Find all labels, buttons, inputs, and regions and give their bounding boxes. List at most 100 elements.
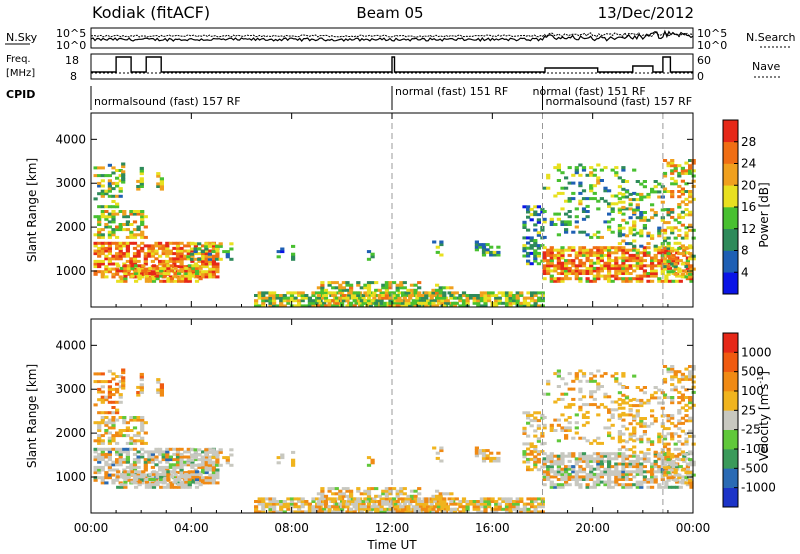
power-cell — [560, 272, 565, 275]
velocity-cell — [139, 372, 144, 376]
velocity-cell — [497, 507, 502, 511]
velocity-cell — [297, 497, 302, 501]
power-cell — [122, 254, 127, 258]
power-cell — [183, 254, 188, 258]
velocity-cell — [549, 459, 554, 463]
power-cell — [688, 190, 693, 193]
power-cell — [673, 226, 678, 230]
power-cell — [154, 249, 159, 253]
velocity-cell — [607, 426, 612, 430]
velocity-cell — [574, 431, 579, 435]
power-cell — [136, 212, 141, 216]
power-cell — [599, 266, 604, 270]
power-cell — [684, 270, 689, 274]
power-cell — [522, 296, 527, 300]
velocity-cell — [338, 497, 343, 501]
power-cell — [129, 210, 134, 213]
power-cell — [107, 230, 112, 234]
velocity-cell — [624, 472, 630, 476]
velocity-cell — [592, 439, 597, 443]
velocity-cell — [653, 459, 658, 463]
velocity-cell — [208, 481, 213, 485]
velocity-cell — [489, 451, 494, 455]
power-cell — [530, 296, 535, 300]
velocity-cell — [666, 450, 671, 454]
velocity-cell — [481, 456, 487, 460]
power-cell — [680, 223, 685, 227]
power-cell — [215, 254, 220, 258]
velocity-cell — [662, 380, 668, 384]
velocity-cell — [366, 489, 372, 493]
noise-ybottom: 10^0 — [56, 39, 86, 52]
power-cell — [624, 266, 630, 270]
power-cell — [688, 164, 693, 168]
power-cell — [581, 248, 587, 252]
velocity-cell — [529, 452, 534, 456]
velocity-cell — [204, 481, 209, 485]
power-cell — [553, 269, 558, 273]
power-cell — [581, 168, 587, 172]
velocity-cell — [293, 510, 298, 514]
velocity-cell — [639, 398, 644, 402]
power-cell — [542, 264, 547, 268]
velocity-cell — [685, 483, 690, 487]
velocity-cell — [533, 429, 538, 433]
velocity-cell — [564, 478, 569, 481]
velocity-cell — [175, 481, 181, 485]
velocity-cell — [632, 462, 637, 466]
power-cell — [282, 299, 287, 303]
velocity-cell — [356, 500, 361, 503]
power-cell — [208, 270, 213, 274]
velocity-cell — [125, 450, 130, 454]
velocity-cell — [316, 502, 321, 506]
velocity-cell — [286, 505, 291, 509]
velocity-cell — [632, 397, 637, 401]
power-cell — [356, 283, 361, 287]
power-cell — [574, 272, 579, 275]
power-cell — [147, 254, 152, 258]
power-cell — [522, 223, 527, 227]
power-cell — [515, 296, 520, 300]
velocity-cell — [215, 460, 220, 464]
velocity-cell — [123, 483, 128, 487]
power-cell — [118, 179, 123, 183]
power-cell — [610, 259, 615, 263]
velocity-cell — [603, 372, 608, 376]
velocity-cell — [429, 505, 434, 509]
velocity-cell — [479, 505, 484, 509]
power-cell — [393, 296, 398, 300]
power-cell — [599, 168, 604, 172]
velocity-cell — [268, 507, 273, 511]
power-cell — [129, 259, 134, 263]
velocity-cell — [657, 465, 662, 469]
velocity-cell — [489, 459, 494, 463]
power-cell — [666, 252, 671, 256]
velocity-cell — [140, 418, 145, 422]
power-cell — [184, 266, 189, 270]
power-cell — [624, 269, 630, 273]
velocity-cell — [125, 465, 130, 469]
power-cell — [490, 294, 495, 297]
velocity-cell — [546, 454, 551, 458]
velocity-cell — [673, 463, 678, 467]
velocity-cell — [657, 457, 662, 461]
power-cell — [93, 262, 98, 266]
velocity-cell — [311, 500, 316, 503]
power-cell — [632, 248, 637, 252]
velocity-cell — [257, 510, 262, 514]
power-cell — [621, 239, 626, 243]
velocity-cell — [564, 392, 569, 396]
velocity-cell — [279, 500, 284, 503]
power-cell — [268, 296, 273, 300]
velocity-cell — [607, 483, 612, 487]
power-cell — [553, 223, 558, 226]
freq-label-line1: Freq. — [6, 54, 31, 65]
power-cell — [621, 200, 626, 204]
velocity-cell — [688, 365, 693, 368]
velocity-cell — [435, 456, 440, 460]
power-cell — [429, 299, 434, 303]
power-cell — [603, 264, 608, 268]
power-cell — [546, 253, 551, 257]
power-cell — [533, 251, 538, 255]
power-cell — [132, 220, 138, 224]
